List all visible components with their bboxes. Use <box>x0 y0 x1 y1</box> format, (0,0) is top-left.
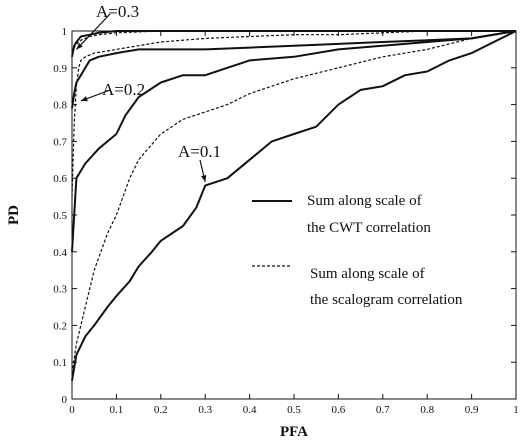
x-tick-label: 1 <box>513 404 519 416</box>
legend-label: the CWT correlation <box>307 220 431 236</box>
y-tick-label: 1 <box>62 26 68 38</box>
annotation-label: A=0.3 <box>96 2 139 21</box>
annotation-arrowhead <box>80 96 88 102</box>
series-line-dashed <box>71 30 517 374</box>
x-tick-label: 0.7 <box>376 404 390 416</box>
series-line-solid <box>71 30 517 109</box>
plot-frame <box>71 30 517 400</box>
x-tick-label: 0.4 <box>243 404 257 416</box>
y-tick-label: 0.9 <box>53 63 67 75</box>
y-tick-label: 0.3 <box>53 284 67 296</box>
legend-label: Sum along scale of <box>310 266 425 282</box>
series-line-dashed <box>71 30 516 197</box>
y-tick-label: 0.7 <box>53 136 67 148</box>
x-tick-label: 0.2 <box>154 404 168 416</box>
x-tick-label: 0.6 <box>332 404 346 416</box>
annotation-label: A=0.2 <box>102 80 145 99</box>
y-axis-label: PD <box>6 205 22 225</box>
annotation-label: A=0.1 <box>178 142 221 161</box>
legend-label: Sum along scale of <box>307 193 422 209</box>
series-line-solid <box>71 30 517 252</box>
y-tick-label: 0.8 <box>53 100 67 112</box>
y-tick-label: 0.1 <box>53 357 67 369</box>
legend-label: the scalogram correlation <box>310 292 463 308</box>
x-tick-label: 0.8 <box>420 404 434 416</box>
annotation-arrowhead <box>201 174 207 182</box>
x-tick-label: 0.1 <box>110 404 124 416</box>
y-tick-label: 0.2 <box>53 320 67 332</box>
series-line-solid <box>71 30 517 381</box>
x-tick-label: 0.5 <box>287 404 301 416</box>
y-tick-label: 0 <box>62 394 68 406</box>
y-tick-label: 0.4 <box>53 247 67 259</box>
legend: Sum along scale of the CWT correlation Sum… <box>252 193 463 308</box>
annotation-arrow <box>76 13 111 50</box>
annotations: A=0.3 A=0.2 A=0.1 <box>76 2 221 183</box>
annotation-arrowhead <box>76 42 83 50</box>
x-axis-ticks: 0 0.1 0.2 0.3 0.4 0.5 0.6 0.7 0.8 0.9 1 <box>69 31 519 416</box>
x-axis-label: PFA <box>280 424 308 440</box>
x-tick-label: 0.9 <box>465 404 479 416</box>
x-tick-label: 0 <box>69 404 75 416</box>
x-tick-label: 0.3 <box>198 404 212 416</box>
y-tick-label: 0.5 <box>53 210 67 222</box>
y-tick-label: 0.6 <box>53 173 67 185</box>
plot-series <box>71 30 517 381</box>
